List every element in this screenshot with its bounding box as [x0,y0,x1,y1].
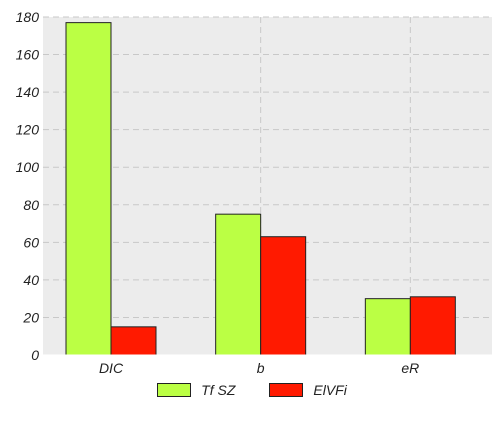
y-tick-label: 0 [31,347,39,363]
y-axis-ticks: 0 20 40 60 80 100 120 140 160 180 [16,9,40,363]
legend-swatch-series-2 [269,383,304,397]
bar-2-b [260,236,307,356]
x-axis-ticks: DIC b eR [99,360,419,376]
bar-2-DIC [110,326,157,356]
legend-entry-series-1: Tf SZ [157,382,235,398]
legend-swatch-series-1 [157,383,192,397]
bar-1-DIC [65,22,112,356]
x-tick-label: DIC [99,360,124,376]
bars [65,22,456,356]
x-tick-label: eR [401,360,419,376]
legend-entry-series-2: ElVFi [269,382,347,398]
bar-1-eR [364,298,411,356]
bar-2-eR [409,296,456,356]
y-tick-label: 80 [23,197,39,213]
legend-label-series-2: ElVFi [313,382,347,398]
bar-1-b [215,213,262,356]
y-tick-label: 100 [16,159,40,175]
x-tick-label: b [257,360,265,376]
y-tick-label: 180 [16,9,40,25]
legend: Tf SZ ElVFi [0,382,504,398]
y-tick-label: 140 [16,84,40,100]
y-tick-label: 60 [23,234,39,250]
y-tick-label: 40 [23,272,39,288]
y-tick-label: 160 [16,47,40,63]
legend-label-series-1: Tf SZ [201,382,236,398]
y-tick-label: 120 [16,122,40,138]
y-tick-label: 20 [22,309,39,325]
